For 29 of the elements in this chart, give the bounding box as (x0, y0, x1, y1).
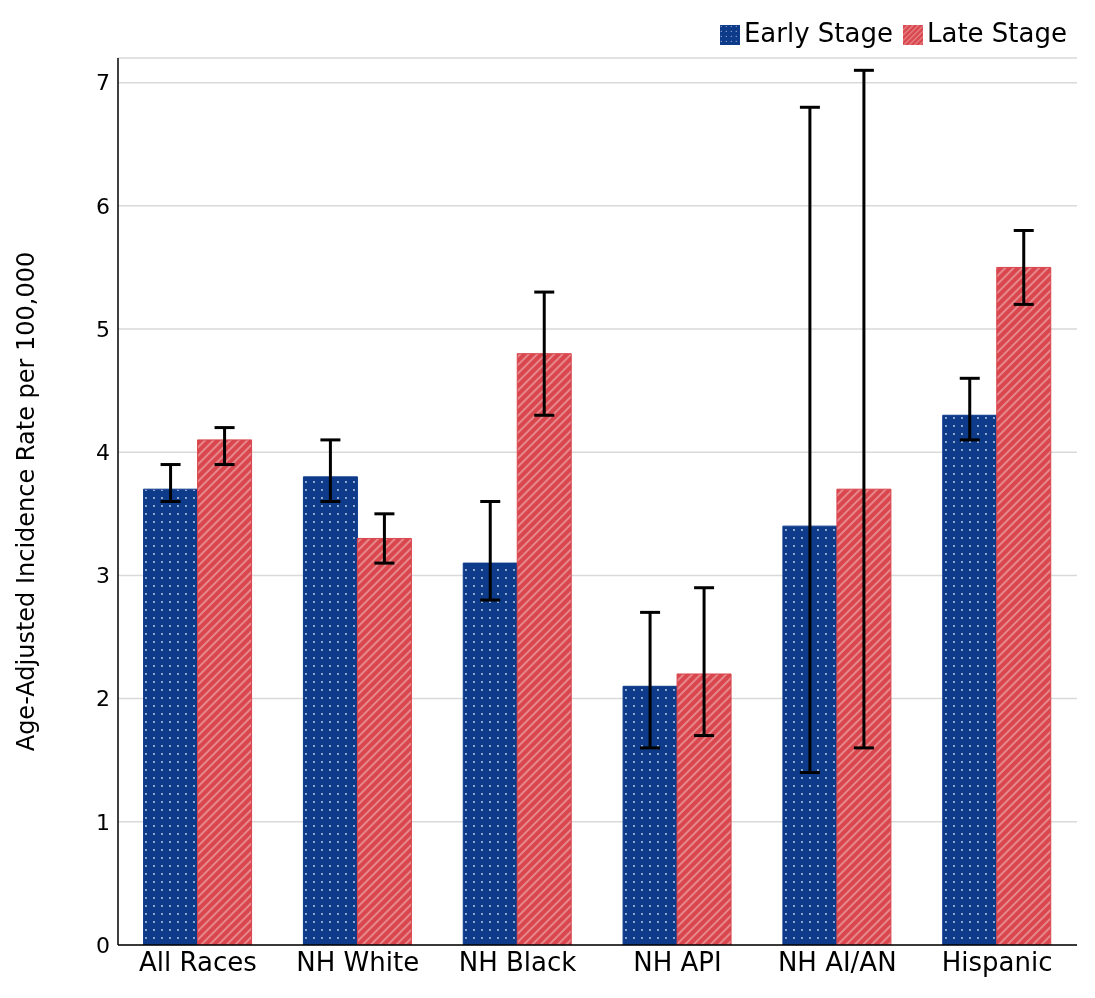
x-tick-label: Hispanic (941, 947, 1053, 978)
legend-label: Late Stage (926, 18, 1067, 48)
bar (782, 525, 838, 945)
x-tick-label: NH API (633, 947, 722, 978)
bar (622, 685, 678, 945)
bar (197, 439, 253, 945)
bar (836, 488, 892, 945)
bar (676, 673, 732, 945)
y-tick-label: 6 (96, 193, 110, 219)
y-tick-label: 3 (96, 563, 110, 589)
bar (143, 488, 199, 945)
y-axis-title: Age-Adjusted Incidence Rate per 100,000 (11, 251, 40, 752)
x-tick-label: NH AI/AN (777, 947, 897, 978)
legend-label: Early Stage (743, 18, 893, 48)
bar (516, 353, 572, 945)
y-tick-label: 2 (96, 686, 110, 712)
y-tick-label: 4 (96, 440, 110, 466)
bar (462, 562, 518, 945)
bar (302, 476, 358, 945)
x-tick-label: All Races (139, 947, 257, 978)
y-tick-label: 0 (96, 932, 110, 958)
bar (942, 414, 998, 945)
y-tick-label: 1 (96, 809, 110, 835)
y-tick-label: 5 (96, 316, 110, 342)
bar (996, 266, 1052, 945)
x-tick-label: NH Black (458, 947, 577, 978)
bar (356, 537, 412, 945)
y-tick-label: 7 (96, 70, 110, 96)
x-tick-label: NH White (296, 947, 420, 978)
